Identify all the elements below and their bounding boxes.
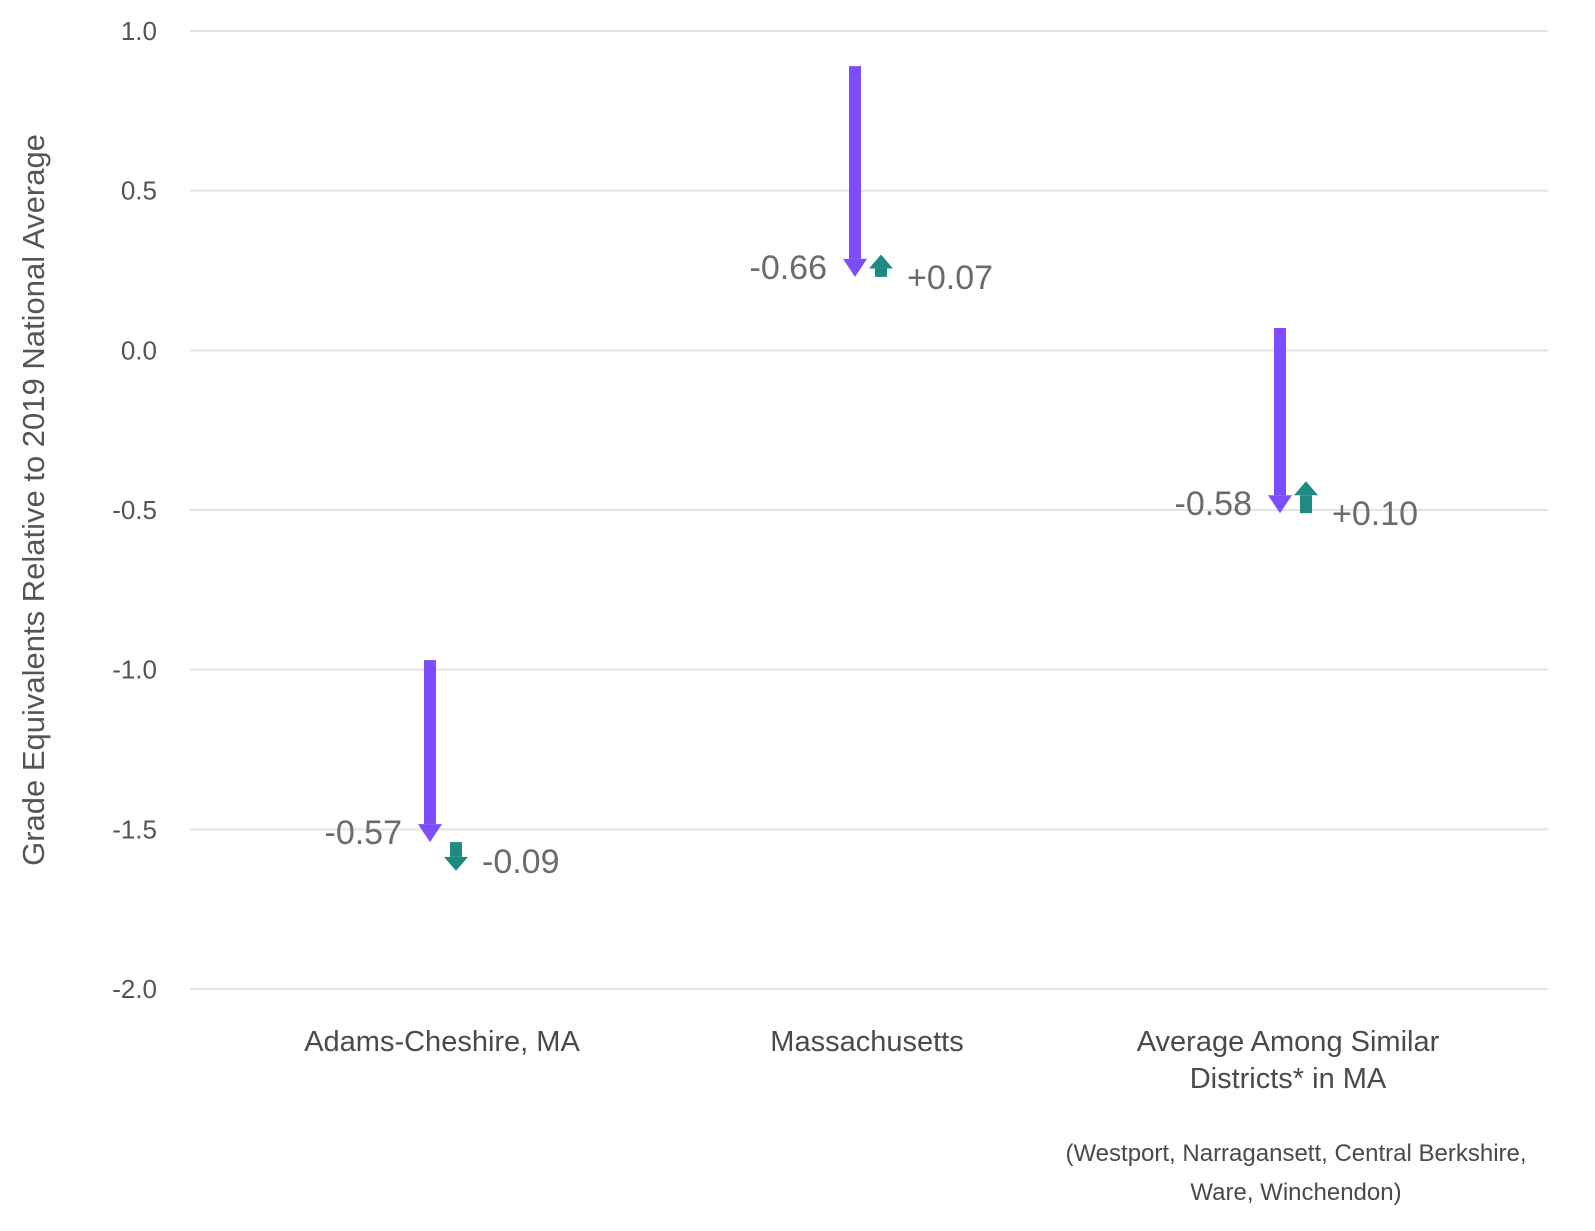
y-axis-ticks: 1.0 0.5 0.0 -0.5 -1.0 -1.5 -2.0 — [112, 16, 157, 1004]
category-label: Massachusetts — [770, 1026, 963, 1058]
group-1: -0.57 -0.09 — [325, 660, 560, 881]
x-axis-categories: Adams-Cheshire, MA Massachusetts Average A… — [304, 1026, 1439, 1095]
footnote-line: (Westport, Narragansett, Central Berkshi… — [1065, 1140, 1526, 1167]
decline-arrow-head — [1268, 495, 1292, 514]
decline-arrow-shaft — [424, 660, 436, 825]
decline-arrow-shaft — [849, 66, 861, 259]
decline-label: -0.66 — [750, 249, 828, 287]
y-tick-label: 0.5 — [121, 176, 157, 206]
footnote: (Westport, Narragansett, Central Berkshi… — [1065, 1140, 1526, 1206]
recovery-arrow-head — [1294, 481, 1318, 496]
category-label: Average Among Similar — [1137, 1026, 1440, 1058]
footnote-line: Ware, Winchendon) — [1190, 1179, 1401, 1206]
decline-arrow-head — [418, 824, 442, 843]
recovery-arrow-head — [869, 254, 893, 269]
y-tick-label: -0.5 — [112, 495, 157, 525]
recovery-arrow-shaft — [875, 268, 887, 277]
group-3: -0.58 +0.10 — [1175, 327, 1418, 533]
recovery-arrow-head — [444, 856, 468, 871]
y-tick-label: 1.0 — [121, 16, 157, 46]
y-tick-label: -1.5 — [112, 814, 157, 844]
y-axis-label: Grade Equivalents Relative to 2019 Natio… — [16, 134, 51, 866]
category-label: Adams-Cheshire, MA — [304, 1026, 580, 1058]
decline-arrow-head — [843, 258, 867, 277]
recovery-label: -0.09 — [482, 843, 560, 881]
recovery-arrow-shaft — [450, 842, 462, 857]
y-tick-label: -1.0 — [112, 655, 157, 685]
y-tick-label: 0.0 — [121, 335, 157, 365]
decline-arrow-shaft — [1274, 327, 1286, 496]
group-2: -0.66 +0.07 — [750, 66, 993, 297]
gridlines — [190, 30, 1548, 990]
decline-label: -0.57 — [325, 814, 403, 852]
recovery-arrow-shaft — [1300, 495, 1312, 514]
recovery-label: +0.07 — [907, 259, 993, 297]
arrow-marks: -0.57 -0.09 -0.66 +0.07 -0.58 +0.10 — [325, 66, 1418, 881]
category-label: Districts* in MA — [1190, 1063, 1387, 1095]
decline-label: -0.58 — [1175, 485, 1253, 523]
recovery-label: +0.10 — [1332, 495, 1418, 533]
y-tick-label: -2.0 — [112, 974, 157, 1004]
